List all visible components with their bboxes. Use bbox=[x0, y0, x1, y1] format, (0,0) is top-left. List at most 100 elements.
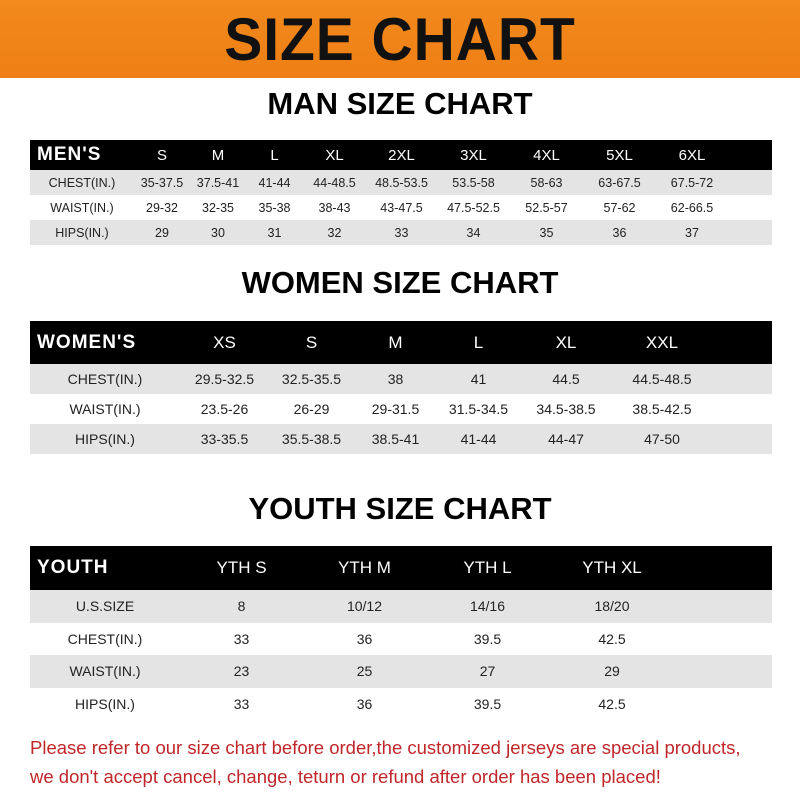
cell: 29 bbox=[604, 663, 620, 680]
cell: L bbox=[270, 146, 279, 164]
cell: 36 bbox=[356, 630, 373, 647]
cell: 47.5-52.5 bbox=[447, 200, 500, 215]
cell: M bbox=[211, 146, 225, 164]
cell: M bbox=[388, 332, 403, 352]
cell: 27 bbox=[479, 663, 496, 680]
header-row: MEN'S S M L XL 2XL 3XL 4XL 5XL 6XL bbox=[30, 140, 772, 170]
notice-line-2: we don't accept cancel, change, teturn o… bbox=[30, 766, 661, 787]
cell: 32-35 bbox=[202, 200, 234, 215]
cell: 31.5-34.5 bbox=[448, 401, 509, 417]
row-label: MEN'S bbox=[37, 144, 102, 165]
cell: 63-67.5 bbox=[598, 175, 641, 190]
table-row: WAIST(IN.) 29-32 32-35 35-38 38-43 43-47.5 47.… bbox=[30, 195, 772, 220]
cell: 33 bbox=[233, 630, 250, 647]
table-row: CHEST(IN.) 33 36 39.5 42.5 bbox=[30, 623, 772, 656]
youth-table: YOUTH YTH S YTH M YTH L YTH XL U.S.SIZE 8 10/12… bbox=[30, 546, 772, 720]
cell: 8 bbox=[237, 598, 246, 615]
cell: 5XL bbox=[606, 146, 633, 164]
cell: 25 bbox=[356, 663, 373, 680]
cell: 41 bbox=[470, 371, 487, 387]
cell: 23 bbox=[233, 663, 250, 680]
cell: 14/16 bbox=[469, 598, 506, 615]
cell: 36 bbox=[356, 695, 373, 712]
cell: 37.5-41 bbox=[196, 175, 240, 190]
cell: 41-44 bbox=[258, 175, 291, 190]
cell: 58-63 bbox=[530, 175, 563, 190]
cell: S bbox=[156, 146, 167, 164]
cell: L bbox=[473, 332, 484, 352]
row-label: HIPS(IN.) bbox=[75, 695, 135, 712]
cell: XL bbox=[555, 332, 577, 352]
row-label: U.S.SIZE bbox=[75, 598, 135, 615]
cell: 3XL bbox=[460, 146, 487, 164]
cell: 34.5-38.5 bbox=[536, 401, 596, 417]
table-row: WAIST(IN.) 23.5-26 26-29 29-31.5 31.5-34.5 34… bbox=[30, 394, 772, 424]
cell: 37 bbox=[685, 225, 699, 240]
cell: 52.5-57 bbox=[525, 200, 568, 215]
cell: 33 bbox=[233, 695, 250, 712]
women-title: WOMEN SIZE CHART bbox=[241, 265, 559, 300]
cell: 29-31.5 bbox=[371, 401, 420, 417]
row-label: HIPS(IN.) bbox=[75, 431, 135, 447]
row-label: HIPS(IN.) bbox=[55, 225, 109, 240]
cell: 10/12 bbox=[346, 598, 383, 615]
cell: 6XL bbox=[678, 146, 706, 164]
row-label: WOMEN'S bbox=[37, 331, 137, 353]
cell: 67.5-72 bbox=[670, 175, 714, 190]
table-row: HIPS(IN.) 29 30 31 32 33 34 35 36 37 bbox=[30, 220, 772, 245]
cell: 31 bbox=[267, 225, 282, 240]
row-label: YOUTH bbox=[37, 557, 109, 578]
cell: 34 bbox=[466, 225, 481, 240]
cell: 18/20 bbox=[594, 598, 630, 615]
cell: 35-37.5 bbox=[140, 175, 184, 190]
order-notice: Please refer to our size chart before or… bbox=[30, 733, 790, 791]
cell: 44.5-48.5 bbox=[632, 371, 692, 387]
banner: SIZE CHART bbox=[0, 0, 800, 78]
table-row: HIPS(IN.) 33-35.5 35.5-38.5 38.5-41 41-44 44-… bbox=[30, 424, 772, 454]
cell: 47-50 bbox=[644, 431, 680, 447]
cell: S bbox=[305, 332, 318, 352]
cell: XXL bbox=[645, 332, 679, 352]
cell: 26-29 bbox=[293, 401, 330, 417]
cell: 35 bbox=[539, 225, 554, 240]
cell: 43-47.5 bbox=[380, 200, 423, 215]
header-row: YOUTH YTH S YTH M YTH L YTH XL bbox=[30, 546, 772, 590]
cell: 44-48.5 bbox=[313, 175, 356, 190]
cell: 29 bbox=[155, 225, 169, 240]
cell: 39.5 bbox=[473, 695, 502, 712]
men-title: MAN SIZE CHART bbox=[267, 86, 533, 121]
women-table: WOMEN'S XS S M L XL XXL CHEST(IN.) 29.5-32.5 32.5… bbox=[30, 321, 772, 454]
row-label: WAIST(IN.) bbox=[69, 663, 141, 680]
cell: 48.5-53.5 bbox=[375, 175, 428, 190]
cell: 57-62 bbox=[603, 200, 636, 215]
cell: 41-44 bbox=[460, 431, 497, 447]
cell: 44.5 bbox=[552, 371, 580, 387]
cell: XS bbox=[213, 332, 236, 352]
table-row: HIPS(IN.) 33 36 39.5 42.5 bbox=[30, 688, 772, 721]
table-row: WAIST(IN.) 23 25 27 29 bbox=[30, 655, 772, 688]
table-row: CHEST(IN.) 35-37.5 37.5-41 41-44 44-48.5 48.5… bbox=[30, 170, 772, 195]
men-table: MEN'S S M L XL 2XL 3XL 4XL 5XL 6XL CHEST(IN.) 35-37… bbox=[30, 140, 772, 245]
cell: 36 bbox=[612, 225, 627, 240]
cell: 42.5 bbox=[598, 630, 626, 647]
cell: 44-47 bbox=[548, 431, 584, 447]
cell: 35-38 bbox=[258, 200, 291, 215]
cell: 33-35.5 bbox=[200, 431, 249, 447]
cell: 29.5-32.5 bbox=[194, 371, 255, 387]
banner-title: SIZE CHART bbox=[224, 6, 576, 73]
cell: 39.5 bbox=[473, 630, 502, 647]
cell: 35.5-38.5 bbox=[281, 431, 342, 447]
cell: 33 bbox=[394, 225, 409, 240]
cell: 29-32 bbox=[146, 200, 178, 215]
cell: YTH L bbox=[463, 558, 512, 577]
row-label: CHEST(IN.) bbox=[67, 371, 143, 387]
row-label: WAIST(IN.) bbox=[69, 401, 141, 417]
row-label: CHEST(IN.) bbox=[48, 175, 116, 190]
cell: YTH M bbox=[338, 558, 391, 577]
youth-title: YOUTH SIZE CHART bbox=[248, 491, 552, 526]
cell: 30 bbox=[211, 225, 225, 240]
cell: 2XL bbox=[388, 146, 415, 164]
header-row: WOMEN'S XS S M L XL XXL bbox=[30, 321, 772, 364]
cell: 23.5-26 bbox=[200, 401, 249, 417]
cell: 38.5-42.5 bbox=[632, 401, 692, 417]
